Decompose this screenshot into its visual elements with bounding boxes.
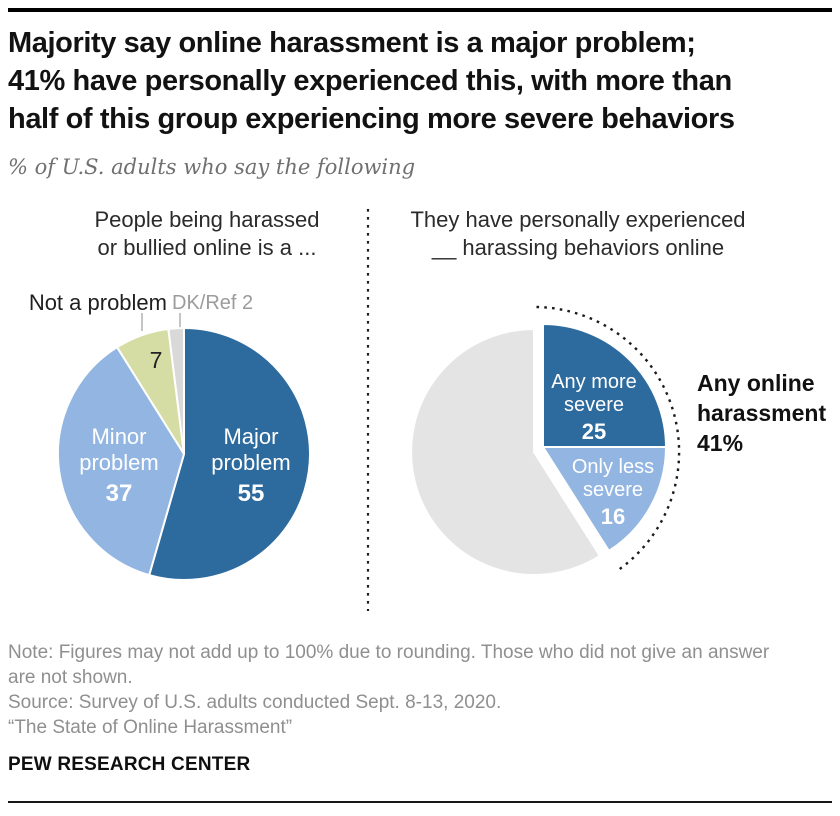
note-line: Note: Figures may not add up to 100% due… bbox=[8, 642, 770, 663]
callout-value: 41% bbox=[697, 430, 744, 456]
slice-value-only-less-severe: 16 bbox=[600, 504, 626, 529]
label-dk-ref: DK/Ref 2 bbox=[172, 292, 253, 315]
callout-line: Any online bbox=[697, 370, 815, 396]
slice-label-any-more-severe: Any more severe 25 bbox=[519, 371, 669, 443]
slice-label-line: Major bbox=[223, 424, 279, 449]
bottom-rule bbox=[8, 801, 832, 803]
slice-label-only-less-severe: Only less severe 16 bbox=[538, 456, 688, 528]
any-online-harassment-callout: Any online harassment 41% bbox=[697, 368, 826, 458]
slice-label-minor-problem: Minor problem 37 bbox=[44, 424, 194, 507]
right-chart-heading-line: They have personally experienced bbox=[410, 207, 746, 232]
slice-value-major-problem: 55 bbox=[237, 480, 265, 507]
slice-label-line: problem bbox=[79, 450, 159, 475]
slice-label-line: severe bbox=[582, 479, 644, 501]
pie-slice-remainder bbox=[410, 327, 602, 576]
note-line: are not shown. bbox=[8, 667, 133, 688]
label-dk-ref-text: DK/Ref bbox=[172, 292, 237, 314]
pie-slice-major-problem bbox=[147, 326, 311, 581]
slice-label-major-problem: Major problem 55 bbox=[176, 424, 326, 507]
title-line: 41% have personally experienced this, wi… bbox=[8, 65, 732, 97]
pew-research-center-wordmark: PEW RESEARCH CENTER bbox=[8, 754, 251, 775]
label-dk-ref-value: 2 bbox=[242, 292, 254, 314]
slice-label-line: problem bbox=[211, 450, 291, 475]
label-not-a-problem-text: Not a problem bbox=[28, 290, 167, 315]
slice-value-any-more-severe: 25 bbox=[581, 419, 607, 444]
right-chart-heading-line: __ harassing behaviors online bbox=[431, 235, 725, 260]
slice-label-line: Only less bbox=[571, 456, 655, 478]
callout-line: harassment bbox=[697, 400, 827, 426]
right-chart-heading: They have personally experienced __ hara… bbox=[408, 206, 748, 262]
slice-value-minor-problem: 37 bbox=[105, 480, 133, 507]
top-rule bbox=[8, 8, 832, 12]
left-chart-heading: People being harassed or bullied online … bbox=[37, 206, 377, 262]
pie-slice-any-more-severe bbox=[542, 322, 668, 448]
slice-label-line: Minor bbox=[91, 424, 147, 449]
subtitle: % of U.S. adults who say the following bbox=[8, 155, 416, 179]
quote-line: “The State of Online Harassment” bbox=[8, 717, 293, 738]
pie-slice-only-less-severe bbox=[541, 446, 668, 553]
label-not-a-problem: Not a problem bbox=[27, 290, 167, 316]
title-line: Majority say online harassment is a majo… bbox=[8, 27, 696, 59]
source-line: Source: Survey of U.S. adults conducted … bbox=[8, 692, 502, 713]
page-title: Majority say online harassment is a majo… bbox=[8, 24, 735, 138]
label-not-a-problem-value: 7 bbox=[149, 347, 163, 373]
title-line: half of this group experiencing more sev… bbox=[8, 103, 735, 135]
slice-label-line: Any more bbox=[551, 371, 637, 393]
left-chart-heading-line: or bullied online is a ... bbox=[97, 235, 317, 260]
pie-slice-dk-ref bbox=[167, 326, 185, 455]
footer: Note: Figures may not add up to 100% due… bbox=[8, 640, 832, 776]
left-chart-heading-line: People being harassed bbox=[94, 207, 320, 232]
slice-label-line: severe bbox=[563, 394, 625, 416]
